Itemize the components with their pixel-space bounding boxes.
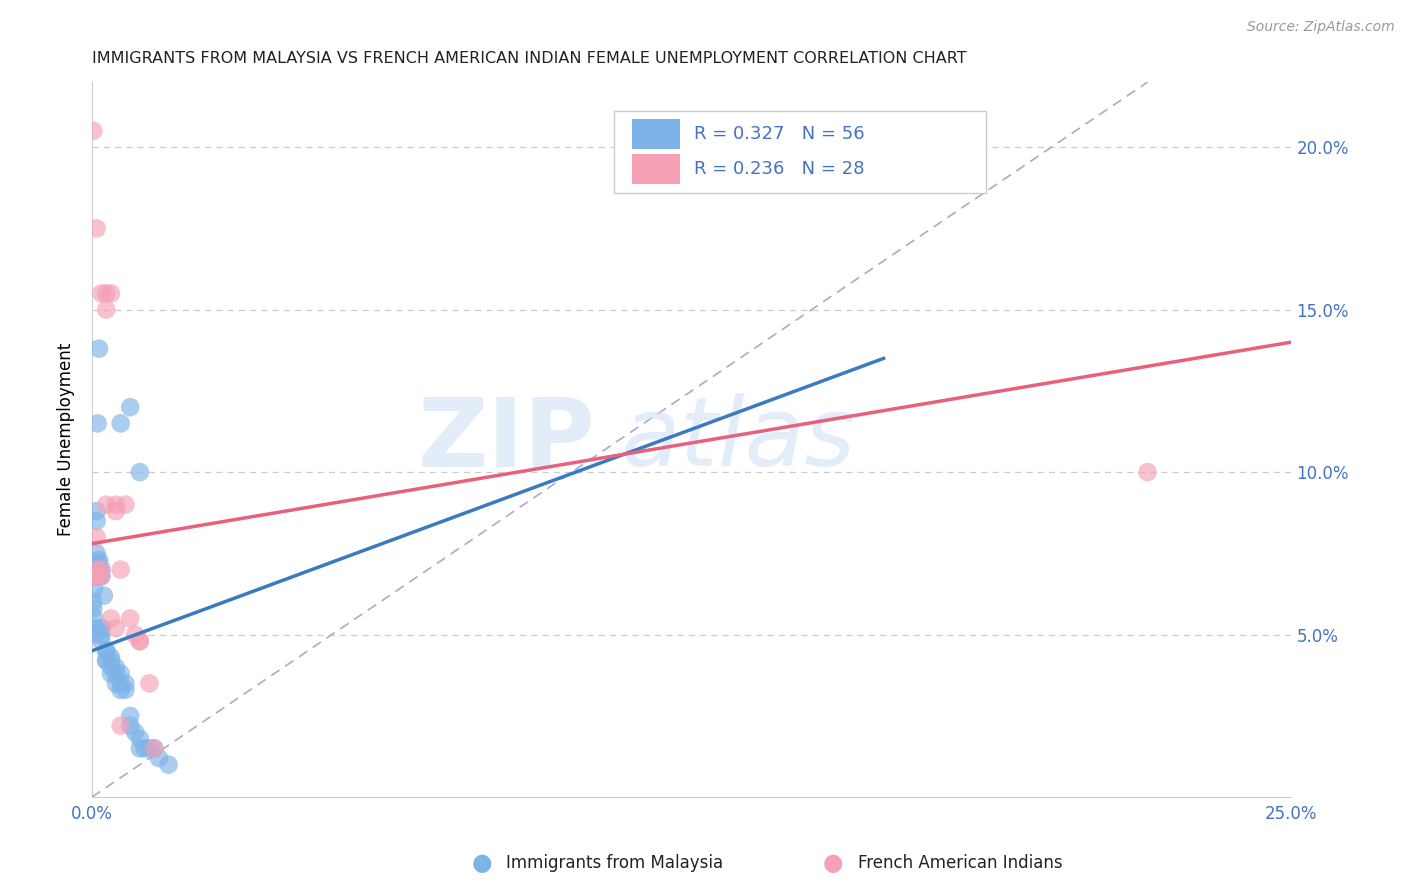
Point (90, 563, 112, 577)
Point (104, 676, 127, 690)
Point (86, 417, 108, 431)
Point (128, 634, 150, 648)
Point (134, 741, 156, 756)
Point (82, 124, 104, 138)
Point (100, 660, 122, 674)
Text: Immigrants from Malaysia: Immigrants from Malaysia (506, 855, 723, 872)
Point (90, 621, 112, 635)
Point (83, 569, 105, 583)
Point (110, 682, 132, 697)
Point (148, 751, 170, 765)
Point (83, 611, 105, 625)
Point (104, 666, 127, 681)
Point (1136, 465, 1159, 479)
Point (87, 563, 110, 577)
Point (90, 563, 112, 577)
Point (124, 627, 146, 641)
Point (114, 682, 136, 697)
Point (100, 654, 122, 668)
Point (86, 563, 108, 577)
Point (96, 644, 118, 658)
Point (83, 582, 105, 596)
Point (96, 644, 118, 658)
Point (138, 741, 160, 756)
Point (86, 514, 108, 528)
Point (96, 498, 118, 512)
Text: R = 0.327   N = 56: R = 0.327 N = 56 (695, 125, 865, 144)
Point (87, 553, 110, 567)
Text: Source: ZipAtlas.com: Source: ZipAtlas.com (1247, 20, 1395, 34)
Point (86, 546, 108, 560)
Point (128, 634, 150, 648)
Text: IMMIGRANTS FROM MALAYSIA VS FRENCH AMERICAN INDIAN FEMALE UNEMPLOYMENT CORRELATI: IMMIGRANTS FROM MALAYSIA VS FRENCH AMERI… (91, 51, 966, 66)
Point (96, 302, 118, 317)
Point (110, 417, 132, 431)
Point (114, 676, 136, 690)
Point (86, 221, 108, 235)
Point (143, 741, 166, 756)
Point (120, 611, 142, 625)
Point (124, 725, 146, 739)
Point (87, 556, 110, 570)
Point (86, 530, 108, 544)
Point (100, 286, 122, 301)
Y-axis label: Female Unemployment: Female Unemployment (58, 343, 75, 536)
Point (82, 595, 104, 609)
Point (110, 676, 132, 690)
FancyBboxPatch shape (613, 111, 986, 193)
Point (83, 621, 105, 635)
Point (90, 634, 112, 648)
Point (104, 498, 127, 512)
Point (90, 286, 112, 301)
Point (87, 569, 110, 583)
Bar (631, 120, 679, 149)
Point (90, 569, 112, 583)
Point (100, 611, 122, 625)
Point (120, 719, 142, 733)
Point (84, 569, 107, 583)
Point (110, 666, 132, 681)
Point (96, 654, 118, 668)
Point (86, 569, 108, 583)
Point (120, 709, 142, 723)
Text: ZIP: ZIP (418, 393, 596, 486)
Point (90, 621, 112, 635)
Point (104, 621, 127, 635)
Bar (631, 154, 679, 185)
Point (143, 741, 166, 756)
Text: atlas: atlas (620, 393, 855, 486)
Point (128, 741, 150, 756)
Point (128, 465, 150, 479)
Point (96, 654, 118, 668)
Point (86, 563, 108, 577)
Point (87, 342, 110, 356)
Point (84, 627, 107, 641)
Point (86, 569, 108, 583)
Point (110, 563, 132, 577)
Point (86, 569, 108, 583)
Point (114, 498, 136, 512)
Point (86, 556, 108, 570)
Text: R = 0.236   N = 28: R = 0.236 N = 28 (695, 161, 865, 178)
Point (104, 660, 127, 674)
Point (96, 286, 118, 301)
Point (86, 504, 108, 518)
Point (90, 627, 112, 641)
Point (104, 504, 127, 518)
Point (100, 650, 122, 665)
Text: ●: ● (823, 852, 844, 875)
Point (110, 719, 132, 733)
Point (90, 569, 112, 583)
Text: French American Indians: French American Indians (858, 855, 1063, 872)
Point (157, 757, 180, 772)
Point (100, 666, 122, 681)
Point (82, 601, 104, 615)
Point (120, 400, 142, 414)
Text: ●: ● (471, 852, 492, 875)
Point (93, 589, 115, 603)
Point (138, 676, 160, 690)
Point (128, 731, 150, 746)
Point (86, 563, 108, 577)
Point (82, 569, 104, 583)
